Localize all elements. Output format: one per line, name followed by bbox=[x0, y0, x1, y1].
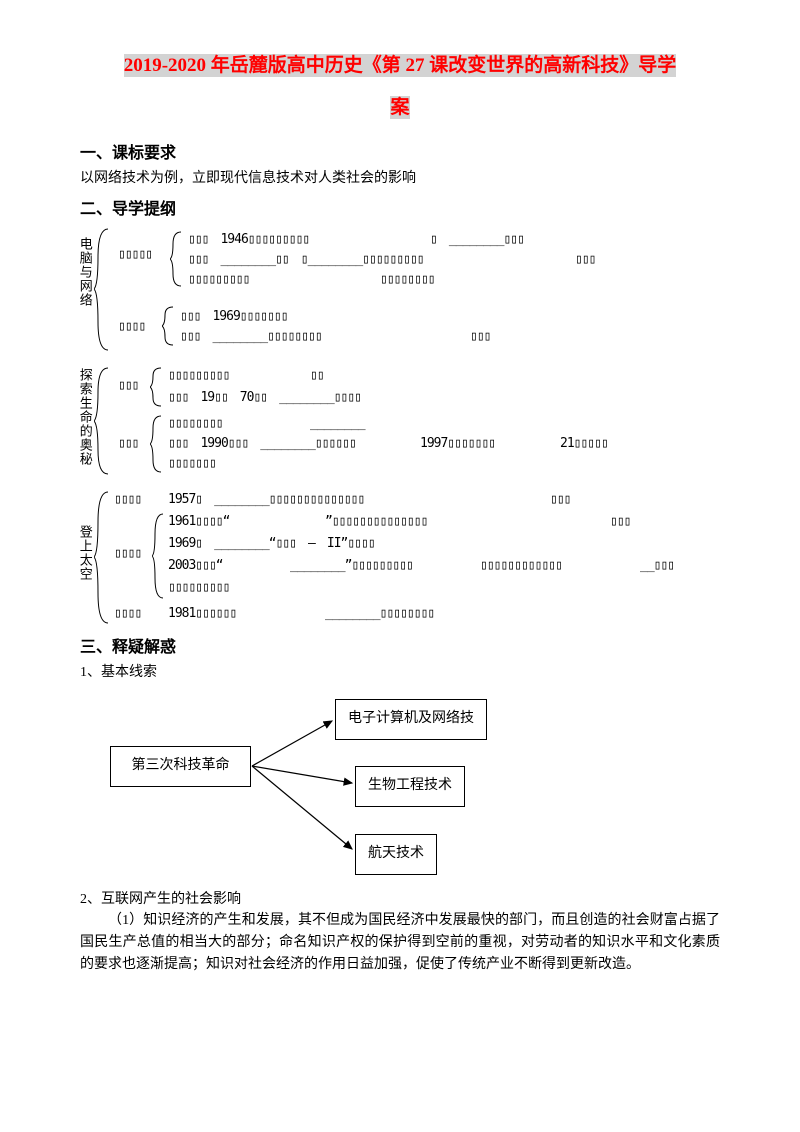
brace-inner-2b bbox=[150, 414, 164, 474]
o3-l6-left: 1981▯▯▯▯▯▯ bbox=[168, 604, 236, 625]
section1-head: 一、课标要求 bbox=[80, 141, 720, 167]
vlabel-space: 登上太空 bbox=[74, 525, 95, 581]
o1-l5-left: ▯▯▯ ________▯▯▯▯▯▯▯▯ bbox=[180, 327, 322, 348]
section3-sub2: 2、互联网产生的社会影响 bbox=[80, 889, 720, 910]
o3-l1-left: 1957▯ ________▯▯▯▯▯▯▯▯▯▯▯▯▯▯ bbox=[168, 490, 364, 511]
section2-head: 二、导学提纲 bbox=[80, 197, 720, 223]
diagram-arrows bbox=[80, 691, 500, 881]
o3-g3-label: ▯▯▯▯ bbox=[114, 604, 141, 625]
o1-l2-left: ▯▯▯ ________▯▯ ▯________▯▯▯▯▯▯▯▯▯ bbox=[188, 250, 424, 271]
o1-l2-right: ▯▯▯ bbox=[575, 250, 595, 271]
o3-l2-left: 1961▯▯▯▯“ bbox=[168, 512, 229, 533]
o3-l2-right: ”▯▯▯▯▯▯▯▯▯▯▯▯▯▯ bbox=[325, 512, 427, 533]
o2-l3-right: ________ bbox=[310, 414, 365, 435]
o2-l2: ▯▯▯ 19▯▯ 70▯▯ ________▯▯▯▯ bbox=[168, 388, 361, 409]
section3-sub1: 1、基本线索 bbox=[80, 662, 720, 683]
outline-block-2: 探索生命的奥秘 ▯▯▯ ▯▯▯▯▯▯▯▯▯ ▯▯ ▯▯▯ 19▯▯ 70▯▯ _… bbox=[80, 366, 720, 476]
o1-l1-right: ▯ ________▯▯▯ bbox=[430, 230, 524, 251]
o2-l5: ▯▯▯▯▯▯▯ bbox=[168, 454, 216, 475]
o2-l4-left: ▯▯▯ 1990▯▯▯ ________▯▯▯▯▯▯ bbox=[168, 434, 356, 455]
vlabel-computer-network: 电脑与网络 bbox=[74, 237, 95, 307]
outline-block-1: 电脑与网络 ▯▯▯▯▯ ▯▯▯ 1946▯▯▯▯▯▯▯▯▯ ▯ ________… bbox=[80, 227, 720, 352]
o1-l5-right: ▯▯▯ bbox=[470, 327, 490, 348]
section3-head: 三、释疑解惑 bbox=[80, 635, 720, 661]
o1-l3-right: ▯▯▯▯▯▯▯▯ bbox=[380, 270, 435, 291]
o2-l4-mid: 1997▯▯▯▯▯▯▯ bbox=[420, 434, 495, 455]
o3-l4-left: 2003▯▯▯“ bbox=[168, 556, 223, 577]
o1-g1-label: ▯▯▯▯▯ bbox=[118, 245, 152, 266]
brace-outer-3 bbox=[94, 490, 112, 625]
brace-inner-1a bbox=[170, 230, 184, 288]
o1-l4-1969: ▯▯▯ 1969▯▯▯▯▯▯▯ bbox=[180, 307, 288, 328]
o3-l1-right: ▯▯▯ bbox=[550, 490, 570, 511]
o1-g2-label: ▯▯▯▯ bbox=[118, 317, 145, 338]
o2-l3-left: ▯▯▯▯▯▯▯▯ bbox=[168, 414, 223, 435]
vlabel-life: 探索生命的奥秘 bbox=[74, 368, 95, 466]
o3-l2-far: ▯▯▯ bbox=[610, 512, 630, 533]
concept-diagram: 第三次科技革命 电子计算机及网络技 生物工程技术 航天技术 bbox=[80, 691, 720, 881]
page-root: 2019-2020 年岳麓版高中历史《第 27 课改变世界的高新科技》导学 案 … bbox=[0, 0, 800, 1015]
para-1: （1）知识经济的产生和发展，其不但成为国民经济中发展最快的部门，而且创造的社会财… bbox=[80, 910, 720, 975]
o3-l6-right: ________▯▯▯▯▯▯▯▯ bbox=[325, 604, 434, 625]
o2-l1-left: ▯▯▯▯▯▯▯▯▯ bbox=[168, 366, 229, 387]
brace-inner-2a bbox=[150, 366, 164, 408]
brace-inner-3a bbox=[152, 512, 166, 600]
brace-outer-1 bbox=[94, 227, 112, 352]
o2-l1-right: ▯▯ bbox=[310, 366, 324, 387]
doc-title-line1: 2019-2020 年岳麓版高中历史《第 27 课改变世界的高新科技》导学 bbox=[124, 54, 677, 77]
o3-g2-label: ▯▯▯▯ bbox=[114, 544, 141, 565]
o3-l5: ▯▯▯▯▯▯▯▯▯ bbox=[168, 578, 229, 599]
o2-g2-label: ▯▯▯ bbox=[118, 434, 138, 455]
o1-l1-1946: ▯▯▯ 1946▯▯▯▯▯▯▯▯▯ bbox=[188, 230, 309, 251]
outline-block-3: 登上太空 ▯▯▯▯ 1957▯ ________▯▯▯▯▯▯▯▯▯▯▯▯▯▯ ▯… bbox=[80, 490, 720, 625]
title-container: 2019-2020 年岳麓版高中历史《第 27 课改变世界的高新科技》导学 案 bbox=[80, 45, 720, 129]
o3-l4-right: ▯▯▯▯▯▯▯▯▯▯▯▯ bbox=[480, 556, 562, 577]
brace-inner-1b bbox=[162, 305, 176, 347]
o1-l3-left: ▯▯▯▯▯▯▯▯▯ bbox=[188, 270, 249, 291]
brace-outer-2 bbox=[94, 366, 112, 476]
doc-title-line2: 案 bbox=[390, 96, 409, 119]
o2-l4-right: 21▯▯▯▯▯ bbox=[560, 434, 608, 455]
o2-g1-label: ▯▯▯ bbox=[118, 376, 138, 397]
o3-l4-mid: ________”▯▯▯▯▯▯▯▯▯ bbox=[290, 556, 413, 577]
section1-body: 以网络技术为例，立即现代信息技术对人类社会的影响 bbox=[80, 168, 720, 189]
o3-g1-label: ▯▯▯▯ bbox=[114, 490, 141, 511]
o3-l4-far: __▯▯▯ bbox=[640, 556, 674, 577]
o3-l3: 1969▯ ________“▯▯▯ – II”▯▯▯▯ bbox=[168, 534, 375, 555]
